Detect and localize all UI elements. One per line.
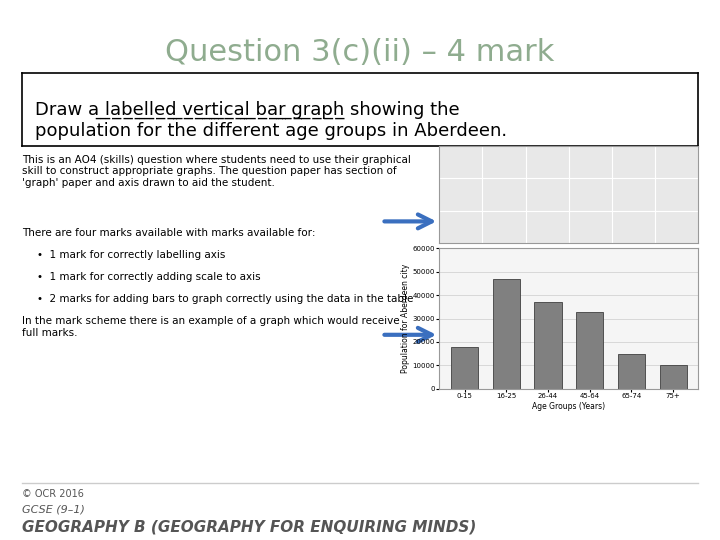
Text: Question 3(c)(ii) – 4 mark: Question 3(c)(ii) – 4 mark	[166, 38, 554, 67]
Bar	[576, 312, 603, 389]
Y-axis label: Population for Aberdeen city: Population for Aberdeen city	[401, 264, 410, 373]
Text: © OCR 2016: © OCR 2016	[22, 489, 84, 499]
X-axis label: Age Groups (Years): Age Groups (Years)	[532, 402, 606, 411]
Bar	[492, 279, 520, 389]
Text: GCSE (9–1): GCSE (9–1)	[22, 505, 84, 515]
Text: Draw a ̲l̲a̲b̲e̲l̲l̲e̲d̲ ̲v̲e̲r̲t̲i̲c̲a̲l̲ ̲b̲a̲r̲ ̲g̲r̲a̲p̲h̲ showing the
popul: Draw a ̲l̲a̲b̲e̲l̲l̲e̲d̲ ̲v̲e̲r̲t̲i̲c̲a̲…	[35, 100, 508, 140]
Bar	[451, 347, 478, 389]
Bar	[618, 354, 645, 389]
Text: •  1 mark for correctly labelling axis: • 1 mark for correctly labelling axis	[37, 251, 225, 260]
Text: •  1 mark for correctly adding scale to axis: • 1 mark for correctly adding scale to a…	[37, 272, 261, 282]
Text: In the mark scheme there is an example of a graph which would receive
full marks: In the mark scheme there is an example o…	[22, 316, 399, 338]
Text: •  2 marks for adding bars to graph correctly using the data in the table: • 2 marks for adding bars to graph corre…	[37, 294, 413, 305]
Bar	[534, 302, 562, 389]
Text: This is an AO4 (skills) question where students need to use their graphical
skil: This is an AO4 (skills) question where s…	[22, 155, 410, 188]
Bar	[660, 366, 687, 389]
Text: GEOGRAPHY B (GEOGRAPHY FOR ENQUIRING MINDS): GEOGRAPHY B (GEOGRAPHY FOR ENQUIRING MIN…	[22, 519, 476, 535]
Text: There are four marks available with marks available for:: There are four marks available with mark…	[22, 228, 315, 238]
